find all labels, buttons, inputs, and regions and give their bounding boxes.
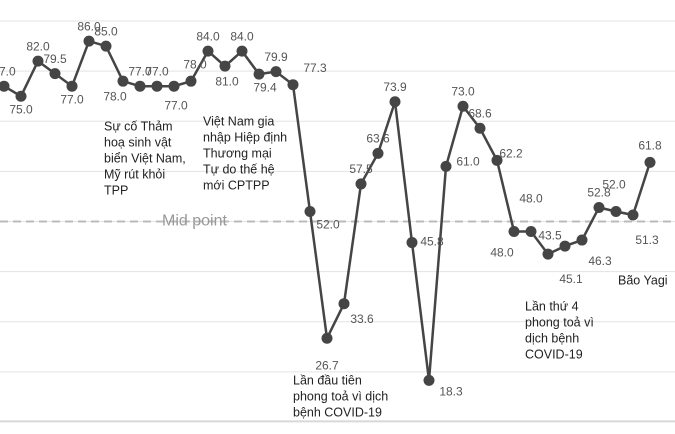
value-label: 61.0	[456, 155, 480, 169]
marker	[576, 234, 588, 246]
marker	[457, 100, 469, 112]
marker	[151, 80, 163, 92]
value-label: 77.0	[128, 64, 152, 78]
value-label: 73.9	[383, 80, 407, 94]
marker	[66, 80, 78, 92]
annotation: biển Việt Nam,	[104, 151, 186, 165]
marker	[491, 154, 503, 166]
value-label: 51.3	[635, 233, 659, 247]
value-label: 84.0	[196, 29, 220, 43]
marker	[270, 66, 282, 78]
annotation: Sự cố Thảm	[104, 119, 173, 133]
value-label: 78.0	[103, 89, 127, 103]
annotation: Việt Nam gia	[203, 114, 274, 128]
annotation: nhập Hiệp định	[203, 130, 287, 144]
marker	[202, 45, 214, 57]
marker	[185, 75, 197, 87]
annotation: mới CPTPP	[203, 178, 270, 192]
annotation: Lần thứ 4	[525, 299, 579, 313]
annotation: dịch bệnh	[525, 331, 579, 345]
value-label: 33.6	[350, 312, 374, 326]
value-label: 77.0	[145, 64, 169, 78]
value-label: 45.8	[420, 235, 444, 249]
value-label: 86.0	[77, 19, 101, 33]
value-label: 18.3	[439, 385, 463, 399]
marker	[542, 248, 554, 260]
value-label: 52.8	[587, 186, 611, 200]
annotation: COVID-19	[525, 347, 583, 361]
value-label: 77.0	[60, 92, 84, 106]
value-label: 73.0	[451, 84, 475, 98]
value-label: 48.0	[490, 246, 514, 260]
value-label: 81.0	[215, 74, 239, 88]
annotation: bệnh COVID-19	[293, 405, 382, 419]
value-label: 52.0	[316, 218, 340, 232]
marker	[0, 80, 10, 92]
marker	[525, 226, 537, 238]
marker	[83, 35, 95, 47]
marker	[423, 374, 435, 386]
marker	[134, 80, 146, 92]
annotation: hoạ sinh vật	[104, 135, 172, 149]
marker	[406, 237, 418, 249]
value-label: 85.0	[94, 24, 118, 38]
value-label: 46.3	[588, 254, 612, 268]
line	[3, 39, 652, 381]
value-label: 63.6	[366, 132, 390, 146]
value-label: 45.1	[559, 272, 583, 286]
marker	[287, 79, 299, 91]
value-label: 57.5	[349, 162, 373, 176]
marker	[321, 332, 333, 344]
marker	[627, 209, 639, 221]
marker	[219, 60, 231, 72]
marker	[389, 96, 401, 108]
value-label: 68.6	[468, 106, 492, 120]
marker	[100, 40, 112, 52]
value-label: 26.7	[315, 358, 339, 372]
marker	[355, 178, 367, 190]
value-label: 79.9	[264, 50, 288, 64]
annotation: Thương mại	[203, 146, 272, 160]
marker	[644, 156, 656, 168]
value-label: 79.4	[253, 80, 277, 94]
marker	[236, 45, 248, 57]
marker	[338, 298, 350, 310]
marker	[372, 147, 384, 159]
value-label: 79.5	[43, 52, 67, 66]
annotation: Lần đầu tiên	[293, 373, 362, 387]
value-label: 43.5	[538, 228, 562, 242]
marker	[440, 160, 452, 172]
annotation: phong toả vì	[525, 315, 594, 329]
marker	[559, 240, 571, 252]
marker	[49, 68, 61, 80]
marker	[508, 226, 520, 238]
value-label: 48.0	[519, 192, 543, 206]
value-label: 75.0	[9, 102, 33, 116]
value-label: 52.0	[602, 178, 626, 192]
marker	[593, 201, 605, 213]
annotation: phong toả vì dịch	[293, 389, 388, 403]
marker	[168, 80, 180, 92]
marker	[610, 205, 622, 217]
annotation: Mỹ rút khỏi	[104, 167, 165, 181]
value-label: 78.0	[183, 57, 207, 71]
annotation: Tự do thế hệ	[203, 162, 275, 176]
annotation: TPP	[104, 183, 128, 197]
value-label: 77.3	[303, 61, 327, 75]
marker	[474, 122, 486, 134]
value-label: 77.0	[164, 98, 188, 112]
annotation: Bão Yagi	[618, 273, 668, 287]
marker	[304, 205, 316, 217]
value-label: 77.0	[0, 64, 16, 78]
marker	[253, 68, 265, 80]
marker	[117, 75, 129, 87]
reference-label: Mid point	[162, 213, 227, 230]
marker	[32, 55, 44, 67]
marker	[15, 90, 27, 102]
value-label: 82.0	[26, 39, 50, 53]
value-label: 61.8	[638, 139, 662, 153]
value-label: 84.0	[230, 29, 254, 43]
value-label: 62.2	[499, 147, 523, 161]
